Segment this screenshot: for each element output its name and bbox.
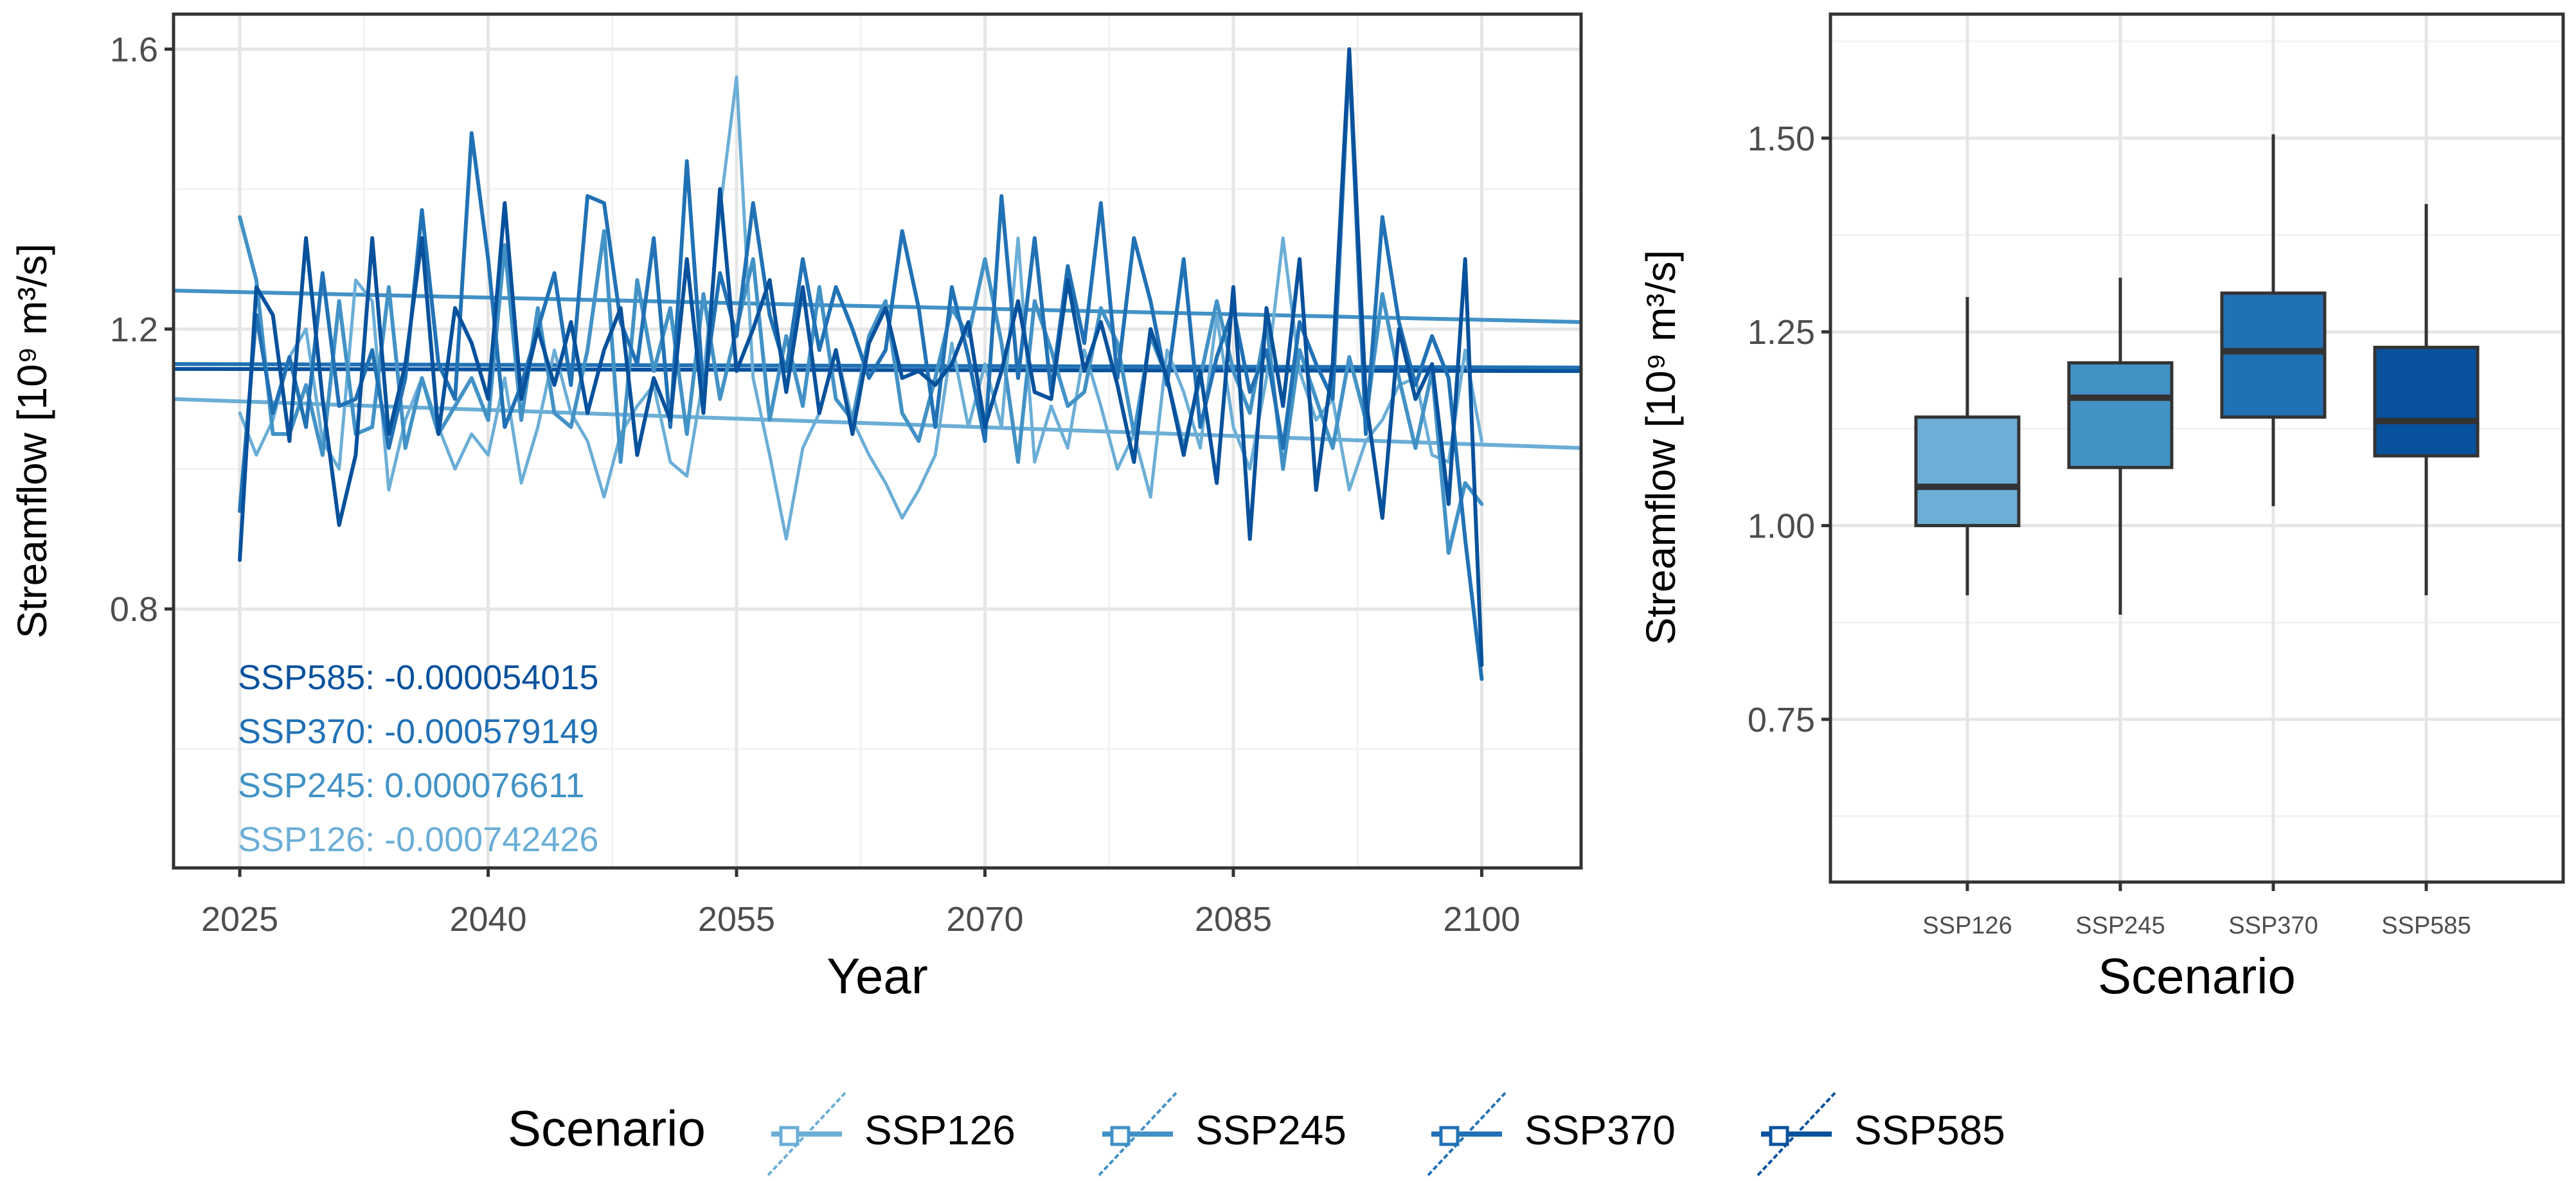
legend-item-label: SSP245 bbox=[1195, 1107, 1346, 1153]
trend-line-ssp126 bbox=[173, 397, 1582, 450]
line-x-tick-label: 2025 bbox=[201, 900, 278, 939]
box-ssp370 bbox=[2220, 134, 2327, 507]
line-y-axis: 0.8 1.2 1.6 bbox=[110, 30, 174, 629]
trend-annotation: SSP126: -0.000742426 bbox=[238, 820, 598, 859]
legend-key-ssp585 bbox=[1757, 1092, 1836, 1176]
box-y-tick-label: 1.00 bbox=[1748, 507, 1815, 546]
legend-item-label: SSP370 bbox=[1525, 1107, 1676, 1153]
legend-item-label: SSP585 bbox=[1854, 1107, 2005, 1153]
legend-key-ssp126 bbox=[767, 1092, 846, 1176]
line-y-tick-label: 0.8 bbox=[110, 590, 158, 629]
trend-annotation: SSP245: 0.000076611 bbox=[238, 766, 584, 805]
box-chart-panel: SSP126 SSP245 SSP370 SSP585 0.75 1.00 1.25 1.5… bbox=[1638, 12, 2565, 1004]
legend-key-box bbox=[779, 1126, 800, 1146]
legend-item-ssp585: SSP585 bbox=[1757, 1092, 2005, 1176]
box-y-tick-label: 0.75 bbox=[1748, 701, 1815, 739]
box-series bbox=[1914, 134, 2480, 615]
box-x-tick-label: SSP585 bbox=[2381, 912, 2471, 939]
box-ssp245 bbox=[2067, 277, 2174, 615]
legend: Scenario SSP126 SSP245 SSP370 SSP585 bbox=[508, 1092, 2005, 1176]
box-iqr bbox=[2067, 361, 2174, 469]
trend-line-ssp245 bbox=[173, 288, 1582, 324]
line-x-tick-label: 2070 bbox=[946, 900, 1023, 939]
box-plot-border bbox=[1829, 12, 2565, 884]
legend-key-box bbox=[1439, 1126, 1460, 1146]
box-x-tick-label: SSP126 bbox=[1922, 912, 2012, 939]
legend-item-label: SSP126 bbox=[864, 1107, 1015, 1153]
legend-title: Scenario bbox=[508, 1100, 706, 1157]
box-iqr bbox=[2373, 345, 2480, 458]
trend-annotation: SSP370: -0.000579149 bbox=[238, 712, 598, 751]
trend-annotations: SSP585: -0.000054015 SSP370: -0.000579149… bbox=[238, 658, 598, 859]
series-line-ssp126 bbox=[238, 75, 1483, 541]
legend-item-ssp370: SSP370 bbox=[1427, 1092, 1676, 1176]
legend-item-ssp245: SSP245 bbox=[1098, 1092, 1346, 1176]
line-x-tick-label: 2040 bbox=[449, 900, 526, 939]
legend-items: SSP126 SSP245 SSP370 SSP585 bbox=[767, 1092, 2005, 1176]
box-y-axis-title: Streamflow [10⁹ m³/s] bbox=[1638, 250, 1684, 645]
box-x-axis: SSP126 SSP245 SSP370 SSP585 bbox=[1922, 882, 2471, 939]
line-x-tick-label: 2100 bbox=[1443, 900, 1520, 939]
box-ssp585 bbox=[2373, 204, 2480, 596]
box-ssp126 bbox=[1914, 296, 2021, 596]
legend-key-ssp370 bbox=[1427, 1092, 1507, 1176]
series-line-ssp585 bbox=[238, 47, 1484, 667]
line-x-axis: 2025 2040 2055 2070 2085 2100 bbox=[201, 868, 1520, 939]
trend-annotation: SSP585: -0.000054015 bbox=[238, 658, 598, 697]
legend-item-ssp126: SSP126 bbox=[767, 1092, 1015, 1176]
box-x-axis-title: Scenario bbox=[2098, 948, 2296, 1004]
box-y-tick-label: 1.25 bbox=[1748, 313, 1815, 352]
box-y-tick-label: 1.50 bbox=[1748, 120, 1815, 158]
legend-key-box bbox=[1769, 1126, 1789, 1146]
legend-key-box bbox=[1110, 1126, 1131, 1146]
box-x-tick-label: SSP370 bbox=[2228, 912, 2318, 939]
line-y-axis-title: Streamflow [10⁹ m³/s] bbox=[9, 244, 55, 638]
line-x-tick-label: 2085 bbox=[1195, 900, 1272, 939]
line-plot-border bbox=[172, 12, 1583, 870]
box-iqr bbox=[1914, 415, 2021, 528]
line-x-axis-title: Year bbox=[827, 948, 928, 1004]
legend-key-ssp245 bbox=[1098, 1092, 1177, 1176]
box-x-tick-label: SSP245 bbox=[2075, 912, 2165, 939]
line-x-tick-label: 2055 bbox=[698, 900, 775, 939]
line-chart-panel: SSP585: -0.000054015 SSP370: -0.000579149… bbox=[9, 12, 1583, 1004]
line-series bbox=[238, 47, 1484, 681]
line-y-tick-label: 1.6 bbox=[110, 30, 158, 69]
box-iqr bbox=[2220, 291, 2327, 419]
line-y-tick-label: 1.2 bbox=[110, 311, 158, 349]
box-y-axis: 0.75 1.00 1.25 1.50 bbox=[1748, 120, 1830, 739]
